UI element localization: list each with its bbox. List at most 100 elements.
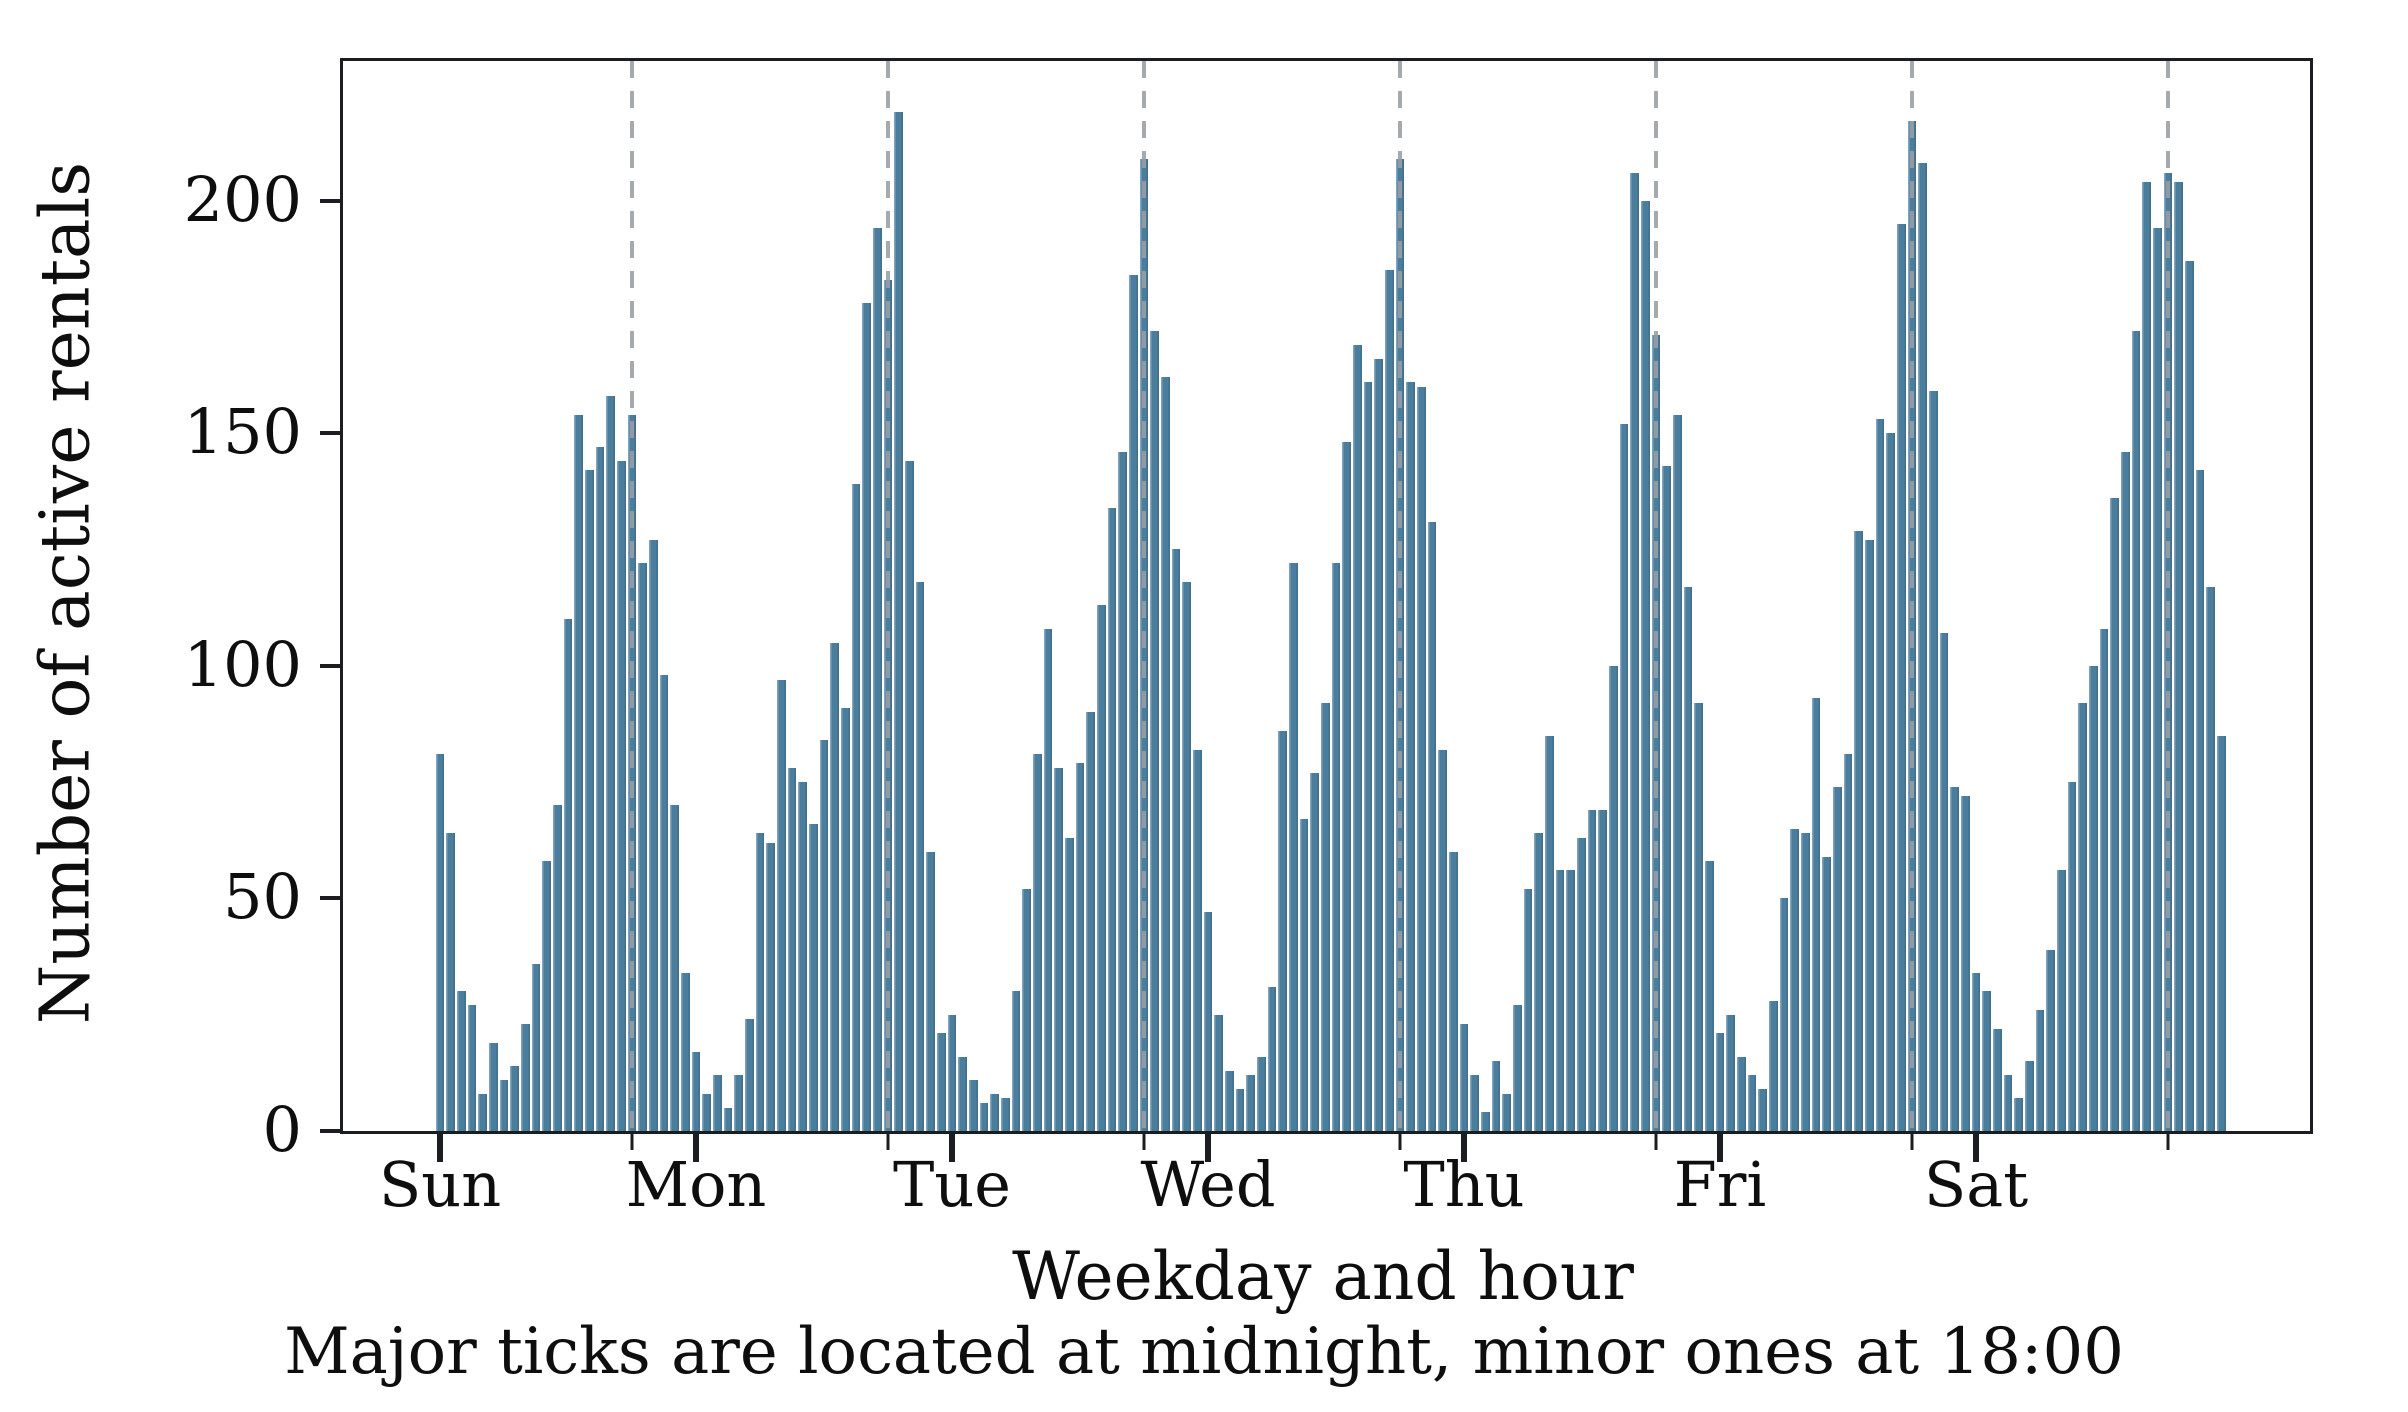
y-tick-200 xyxy=(320,198,340,203)
bar-wed-h9 xyxy=(1299,819,1309,1131)
bar-sun-h21 xyxy=(659,675,669,1131)
bar-mon-h5 xyxy=(745,1019,754,1131)
bar-mon-h23 xyxy=(937,1033,946,1131)
bar-mon-h6 xyxy=(755,833,765,1131)
bar-wed-h8 xyxy=(1289,563,1298,1131)
bar-sun-h17 xyxy=(617,461,626,1131)
bar-sat-h4 xyxy=(2014,1098,2023,1131)
bar-wed-h4 xyxy=(1246,1075,1255,1131)
bar-tue-h4 xyxy=(990,1093,999,1131)
figure-note: Major ticks are located at midnight, min… xyxy=(284,1315,2124,1389)
bar-fri-h20 xyxy=(1929,391,1938,1131)
bar-sat-h14 xyxy=(2121,451,2130,1131)
bar-thu-h5 xyxy=(1513,1005,1522,1131)
bar-thu-h4 xyxy=(1502,1093,1511,1131)
x-major-tick-mon xyxy=(693,1134,699,1162)
bar-mon-h17 xyxy=(873,228,882,1131)
y-tick-0 xyxy=(320,1129,340,1133)
bar-mon-h21 xyxy=(915,582,925,1131)
bar-fri-h21 xyxy=(1939,633,1949,1131)
bar-fri-h14 xyxy=(1865,540,1874,1131)
bar-sat-h17 xyxy=(2153,228,2162,1131)
bar-fri-h0 xyxy=(1715,1033,1725,1131)
x-major-tick-tue xyxy=(949,1134,955,1162)
bar-sat-h6 xyxy=(2035,1010,2045,1131)
x-minor-tick-thu xyxy=(1654,1134,1658,1150)
bar-thu-h11 xyxy=(1577,837,1586,1131)
dashed-line-mon-18h xyxy=(886,61,890,1131)
y-tick-label-0: 0 xyxy=(262,1092,302,1166)
bar-thu-h12 xyxy=(1587,810,1597,1131)
bar-fri-h4 xyxy=(1758,1089,1767,1131)
bar-sat-h5 xyxy=(2025,1061,2034,1131)
bar-sat-h21 xyxy=(2195,470,2205,1131)
bar-thu-h10 xyxy=(1566,870,1575,1131)
bar-sun-h19 xyxy=(638,563,647,1131)
y-tick-label-100: 100 xyxy=(183,627,302,701)
bar-tue-h22 xyxy=(1182,582,1191,1131)
bar-thu-h19 xyxy=(1662,465,1671,1131)
bar-sat-h20 xyxy=(2185,261,2194,1131)
bar-fri-h6 xyxy=(1779,898,1789,1131)
bar-thu-h17 xyxy=(1641,200,1650,1131)
bar-sat-h7 xyxy=(2046,949,2055,1131)
x-tick-label-sun: Sun xyxy=(378,1148,502,1221)
bar-wed-h22 xyxy=(1438,749,1447,1131)
bar-sat-h23 xyxy=(2217,735,2226,1131)
x-major-tick-sat xyxy=(1973,1134,1979,1162)
bar-thu-h2 xyxy=(1481,1112,1490,1131)
bar-mon-h10 xyxy=(798,782,807,1131)
x-minor-tick-sun xyxy=(630,1134,634,1150)
x-tick-label-wed: Wed xyxy=(1140,1148,1276,1221)
bar-fri-h17 xyxy=(1897,223,1906,1131)
bar-mon-h8 xyxy=(777,679,786,1131)
bar-sat-h8 xyxy=(2057,870,2066,1131)
bar-mon-h7 xyxy=(766,842,775,1131)
bar-thu-h1 xyxy=(1470,1075,1479,1131)
y-axis-label: Number of active rentals xyxy=(26,161,106,1025)
bar-wed-h1 xyxy=(1214,1014,1223,1131)
x-major-tick-wed xyxy=(1205,1134,1211,1162)
minor-gridlines-layer xyxy=(343,61,2310,1131)
bar-wed-h23 xyxy=(1449,851,1458,1131)
bar-mon-h14 xyxy=(841,707,850,1131)
bar-sun-h20 xyxy=(649,540,658,1131)
dashed-line-fri-18h xyxy=(1910,61,1914,1131)
dashed-line-thu-18h xyxy=(1654,61,1658,1131)
x-tick-label-fri: Fri xyxy=(1673,1148,1767,1221)
bar-mon-h13 xyxy=(830,642,839,1131)
bar-wed-h15 xyxy=(1363,382,1373,1131)
bar-tue-h9 xyxy=(1043,628,1053,1131)
bar-fri-h9 xyxy=(1811,698,1821,1131)
bar-mon-h15 xyxy=(851,484,861,1131)
bar-mon-h16 xyxy=(862,302,871,1131)
x-major-tick-fri xyxy=(1717,1134,1723,1162)
bar-thu-h3 xyxy=(1491,1061,1501,1131)
bar-sat-h0 xyxy=(1971,972,1981,1131)
bar-sat-h10 xyxy=(2078,703,2087,1131)
bar-thu-h6 xyxy=(1523,889,1533,1131)
x-axis-label: Weekday and hour xyxy=(1012,1238,1634,1315)
dashed-line-sun-18h xyxy=(630,61,634,1131)
bar-sun-h9 xyxy=(531,963,541,1131)
bar-wed-h12 xyxy=(1331,563,1341,1131)
bar-sun-h15 xyxy=(595,447,605,1131)
bar-fri-h1 xyxy=(1726,1014,1735,1131)
x-minor-tick-wed xyxy=(1398,1134,1402,1150)
bar-sat-h2 xyxy=(1993,1028,2002,1131)
bar-thu-h16 xyxy=(1630,172,1639,1131)
dashed-line-wed-18h xyxy=(1398,61,1402,1131)
dashed-line-sat-18h xyxy=(2166,61,2170,1131)
bar-sun-h12 xyxy=(563,619,573,1131)
x-major-tick-thu xyxy=(1461,1134,1467,1162)
bar-tue-h8 xyxy=(1033,754,1042,1131)
bar-sun-h4 xyxy=(478,1093,487,1131)
x-minor-tick-mon xyxy=(886,1134,890,1150)
bar-tue-h17 xyxy=(1129,275,1138,1131)
bar-tue-h3 xyxy=(979,1103,989,1131)
x-major-tick-sun xyxy=(437,1134,443,1162)
x-tick-label-mon: Mon xyxy=(625,1148,767,1221)
bar-fri-h16 xyxy=(1886,433,1895,1131)
bar-thu-h20 xyxy=(1673,414,1682,1131)
bar-mon-h4 xyxy=(734,1075,743,1131)
